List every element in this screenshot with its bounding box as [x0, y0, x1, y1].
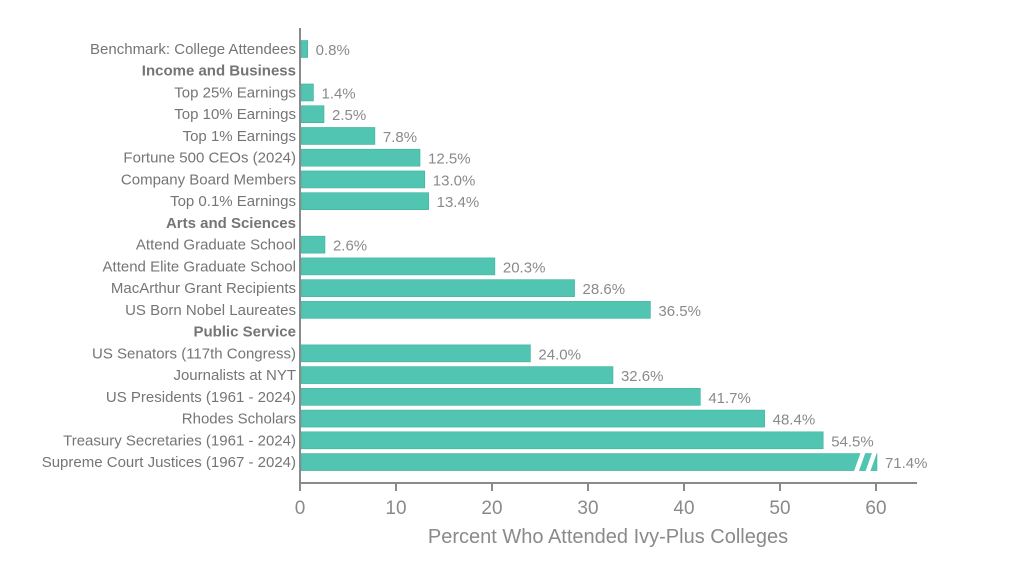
bar — [300, 431, 824, 450]
category-label: Fortune 500 CEOs (2024) — [123, 150, 296, 167]
category-label: Top 25% Earnings — [174, 84, 296, 101]
bar — [300, 170, 426, 189]
category-label: Rhodes Scholars — [182, 411, 296, 428]
bar — [300, 366, 614, 384]
category-label: US Born Nobel Laureates — [125, 302, 296, 319]
x-tick-label: 30 — [577, 498, 598, 519]
category-label: Journalists at NYT — [173, 367, 296, 384]
bar — [300, 127, 376, 145]
value-label: 24.0% — [538, 346, 581, 363]
value-label: 28.6% — [583, 281, 626, 298]
value-label: 2.6% — [333, 238, 367, 255]
x-axis-label: Percent Who Attended Ivy-Plus Colleges — [428, 526, 788, 548]
bar — [300, 388, 701, 406]
group-header: Income and Business — [142, 63, 296, 80]
category-label: Benchmark: College Attendees — [90, 41, 296, 58]
bar — [300, 83, 314, 102]
x-tick-label: 40 — [673, 498, 694, 519]
category-label: Top 1% Earnings — [183, 128, 296, 145]
value-label: 36.5% — [658, 303, 701, 320]
value-label: 0.8% — [316, 42, 350, 59]
value-label: 32.6% — [621, 368, 664, 385]
value-label: 71.4% — [885, 455, 928, 472]
group-header: Arts and Sciences — [166, 215, 296, 232]
value-label: 54.5% — [831, 433, 874, 450]
category-label: Treasury Secretaries (1961 - 2024) — [63, 432, 296, 449]
group-header: Public Service — [193, 324, 296, 341]
bar — [300, 409, 765, 428]
category-label: MacArthur Grant Recipients — [111, 280, 296, 297]
value-label: 48.4% — [773, 412, 816, 429]
category-label: US Senators (117th Congress) — [92, 345, 296, 362]
value-label: 13.0% — [433, 172, 476, 189]
x-tick-label: 50 — [769, 498, 790, 519]
category-label: Top 0.1% Earnings — [170, 193, 296, 210]
bar — [300, 105, 325, 124]
bar — [300, 344, 531, 363]
category-label: Top 10% Earnings — [174, 106, 296, 123]
x-tick-label: 10 — [385, 498, 406, 519]
value-label: 13.4% — [437, 194, 480, 211]
category-label: Supreme Court Justices (1967 - 2024) — [42, 454, 296, 471]
value-label: 12.5% — [428, 151, 471, 168]
axis-break-mark — [853, 452, 866, 472]
axis-break-mark — [865, 452, 877, 472]
bar — [300, 257, 496, 276]
category-label: Attend Graduate School — [136, 237, 296, 254]
value-label: 41.7% — [708, 390, 751, 407]
bar — [300, 40, 308, 58]
bar — [300, 235, 326, 254]
value-label: 2.5% — [332, 107, 366, 124]
x-tick-label: 60 — [865, 498, 886, 519]
bar — [300, 192, 429, 210]
bar — [300, 453, 878, 471]
bar — [300, 148, 421, 167]
x-tick-label: 20 — [481, 498, 502, 519]
value-label: 7.8% — [383, 129, 417, 146]
value-label: 1.4% — [321, 85, 355, 102]
value-label: 20.3% — [503, 259, 546, 276]
x-tick-label: 0 — [295, 498, 306, 519]
category-label: Attend Elite Graduate School — [103, 258, 296, 275]
category-label: Company Board Members — [121, 171, 296, 188]
bar — [300, 301, 651, 319]
category-label: US Presidents (1961 - 2024) — [106, 389, 296, 406]
bar — [300, 279, 575, 297]
